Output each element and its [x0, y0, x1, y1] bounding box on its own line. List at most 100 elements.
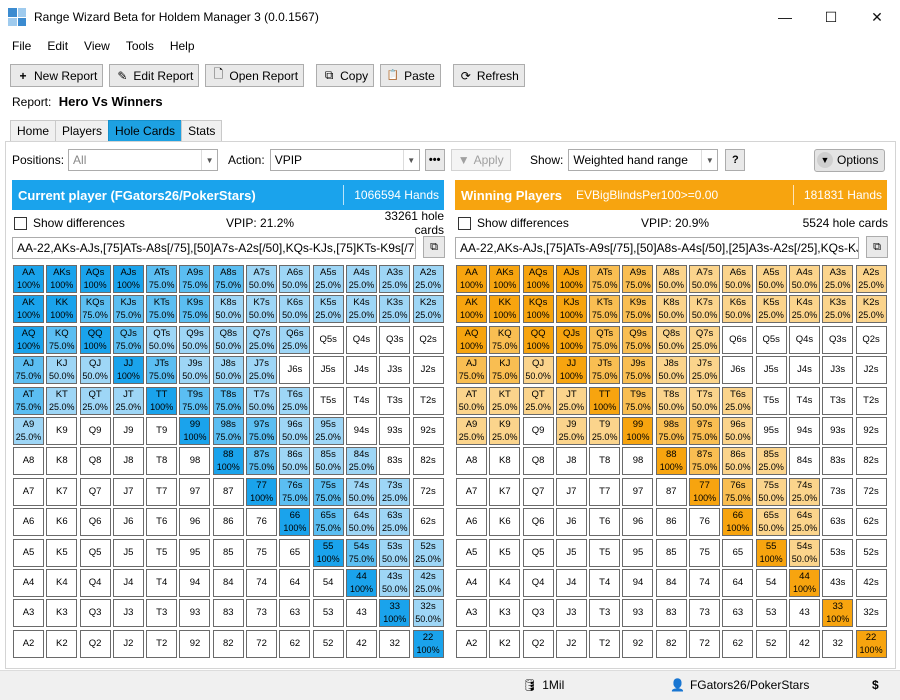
right-hand-cell[interactable]: J2s	[855, 356, 887, 385]
refresh-button[interactable]: ⟳ Refresh	[452, 64, 525, 87]
right-hand-cell[interactable]: J5s	[755, 356, 787, 385]
left-hand-cell[interactable]: QTs 50.0%	[146, 325, 178, 354]
right-hand-cell[interactable]: 52	[755, 629, 787, 658]
left-hand-cell[interactable]: 77 100%	[246, 477, 278, 506]
right-hand-cell[interactable]: 94s	[788, 416, 820, 445]
right-hand-cell[interactable]: J8s 50.0%	[655, 356, 687, 385]
menu-help[interactable]: Help	[169, 39, 195, 53]
left-hand-cell[interactable]: J8	[112, 447, 144, 476]
left-hand-cell[interactable]: 32s 50.0%	[412, 599, 444, 628]
left-hand-cell[interactable]: K3s 25.0%	[379, 295, 411, 324]
left-hand-cell[interactable]: K3	[46, 599, 78, 628]
left-hand-cell[interactable]: 52s 25.0%	[412, 538, 444, 567]
left-hand-cell[interactable]: T6	[146, 508, 178, 537]
right-hand-cell[interactable]: 93	[622, 599, 654, 628]
left-hand-cell[interactable]: J9s 50.0%	[179, 356, 211, 385]
left-hand-cell[interactable]: J6s	[279, 356, 311, 385]
right-hand-cell[interactable]: 55 100%	[755, 538, 787, 567]
right-hand-cell[interactable]: ATs 75.0%	[589, 265, 621, 293]
right-hand-cell[interactable]: 87s 75.0%	[689, 447, 721, 476]
right-hand-cell[interactable]: J6s	[722, 356, 754, 385]
paste-button[interactable]: 📋 Paste	[380, 64, 441, 87]
left-hand-cell[interactable]: AJs 100%	[112, 265, 144, 293]
left-show-differences-checkbox[interactable]	[14, 216, 27, 230]
left-hand-cell[interactable]: KK 100%	[46, 295, 78, 324]
left-hand-cell[interactable]: A4	[13, 568, 44, 597]
right-show-differences-checkbox[interactable]	[458, 216, 471, 230]
right-hand-cell[interactable]: 87	[655, 477, 687, 506]
right-hand-cell[interactable]: 62	[722, 629, 754, 658]
left-hand-cell[interactable]: Q2	[79, 629, 111, 658]
right-hand-cell[interactable]: KQ 75.0%	[489, 325, 521, 354]
right-hand-cell[interactable]: QJs 100%	[555, 325, 587, 354]
left-hand-cell[interactable]: 55 100%	[312, 538, 344, 567]
left-hand-cell[interactable]: 94s	[345, 416, 377, 445]
right-hand-cell[interactable]: Q9	[522, 416, 554, 445]
right-hand-cell[interactable]: Q7s 25.0%	[689, 325, 721, 354]
left-hand-cell[interactable]: 22 100%	[412, 629, 444, 658]
right-hand-cell[interactable]: KT 25.0%	[489, 386, 521, 415]
open-report-button[interactable]: 🗋 Open Report	[205, 64, 305, 87]
right-hand-cell[interactable]: QTs 75.0%	[589, 325, 621, 354]
left-hand-cell[interactable]: JJ 100%	[112, 356, 144, 385]
right-hand-cell[interactable]: TT 100%	[589, 386, 621, 415]
left-hand-cell[interactable]: T9s 75.0%	[179, 386, 211, 415]
right-hand-cell[interactable]: K7	[489, 477, 521, 506]
right-hand-cell[interactable]: 54	[755, 568, 787, 597]
right-hand-cell[interactable]: Q3s	[822, 325, 854, 354]
right-hand-cell[interactable]: Q5	[522, 538, 554, 567]
left-hand-cell[interactable]: K7	[46, 477, 78, 506]
right-hand-cell[interactable]: 33 100%	[822, 599, 854, 628]
left-hand-cell[interactable]: A9s 75.0%	[179, 265, 211, 293]
left-hand-cell[interactable]: 76	[246, 508, 278, 537]
right-hand-cell[interactable]: 85s 25.0%	[755, 447, 787, 476]
right-hand-cell[interactable]: 75s 50.0%	[755, 477, 787, 506]
left-hand-cell[interactable]: 52	[312, 629, 344, 658]
left-hand-cell[interactable]: 62	[279, 629, 311, 658]
left-hand-cell[interactable]: A8s 75.0%	[212, 265, 244, 293]
right-hand-cell[interactable]: 77 100%	[689, 477, 721, 506]
right-hand-cell[interactable]: QQ 100%	[522, 325, 554, 354]
left-hand-cell[interactable]: KTs 75.0%	[146, 295, 178, 324]
right-hand-cell[interactable]: 42	[788, 629, 820, 658]
right-hand-cell[interactable]: 93s	[822, 416, 854, 445]
right-hand-cell[interactable]: JT 25.0%	[555, 386, 587, 415]
left-hand-cell[interactable]: K9	[46, 416, 78, 445]
right-hand-cell[interactable]: K9s 75.0%	[622, 295, 654, 324]
right-hand-cell[interactable]: A9 25.0%	[456, 416, 487, 445]
left-hand-cell[interactable]: Q4	[79, 568, 111, 597]
left-hand-cell[interactable]: T3	[146, 599, 178, 628]
left-hand-cell[interactable]: QT 25.0%	[79, 386, 111, 415]
left-hand-cell[interactable]: T3s	[379, 386, 411, 415]
left-hand-cell[interactable]: KQs 75.0%	[79, 295, 111, 324]
left-hand-cell[interactable]: A3	[13, 599, 44, 628]
left-hand-cell[interactable]: 86	[212, 508, 244, 537]
left-hand-cell[interactable]: 84s 25.0%	[345, 447, 377, 476]
left-hand-cell[interactable]: Q7	[79, 477, 111, 506]
right-hand-cell[interactable]: K4s 25.0%	[788, 295, 820, 324]
right-hand-cell[interactable]: J6	[555, 508, 587, 537]
more-button[interactable]: •••	[424, 149, 445, 171]
left-hand-cell[interactable]: T2s	[412, 386, 444, 415]
right-hand-cell[interactable]: 73	[689, 599, 721, 628]
left-hand-cell[interactable]: 42	[345, 629, 377, 658]
left-hand-cell[interactable]: J3	[112, 599, 144, 628]
right-hand-cell[interactable]: 97	[622, 477, 654, 506]
right-hand-cell[interactable]: K6s 50.0%	[722, 295, 754, 324]
menu-file[interactable]: File	[12, 39, 32, 53]
left-hand-cell[interactable]: K5	[46, 538, 78, 567]
right-hand-cell[interactable]: A9s 75.0%	[622, 265, 654, 293]
left-hand-cell[interactable]: 92s	[412, 416, 444, 445]
right-hand-cell[interactable]: Q9s 75.0%	[622, 325, 654, 354]
left-hand-cell[interactable]: 72	[246, 629, 278, 658]
tab-players[interactable]: Players	[55, 120, 110, 141]
left-hand-cell[interactable]: JT 25.0%	[112, 386, 144, 415]
right-hand-cell[interactable]: 92s	[855, 416, 887, 445]
right-hand-cell[interactable]: 92	[622, 629, 654, 658]
left-copy-range-icon[interactable]: ⧉	[423, 236, 445, 258]
left-hand-cell[interactable]: ATs 75.0%	[146, 265, 178, 293]
left-hand-cell[interactable]: Q5	[79, 538, 111, 567]
left-hand-cell[interactable]: K6s 50.0%	[279, 295, 311, 324]
left-hand-cell[interactable]: J3s	[379, 356, 411, 385]
right-hand-cell[interactable]: T5s	[755, 386, 787, 415]
